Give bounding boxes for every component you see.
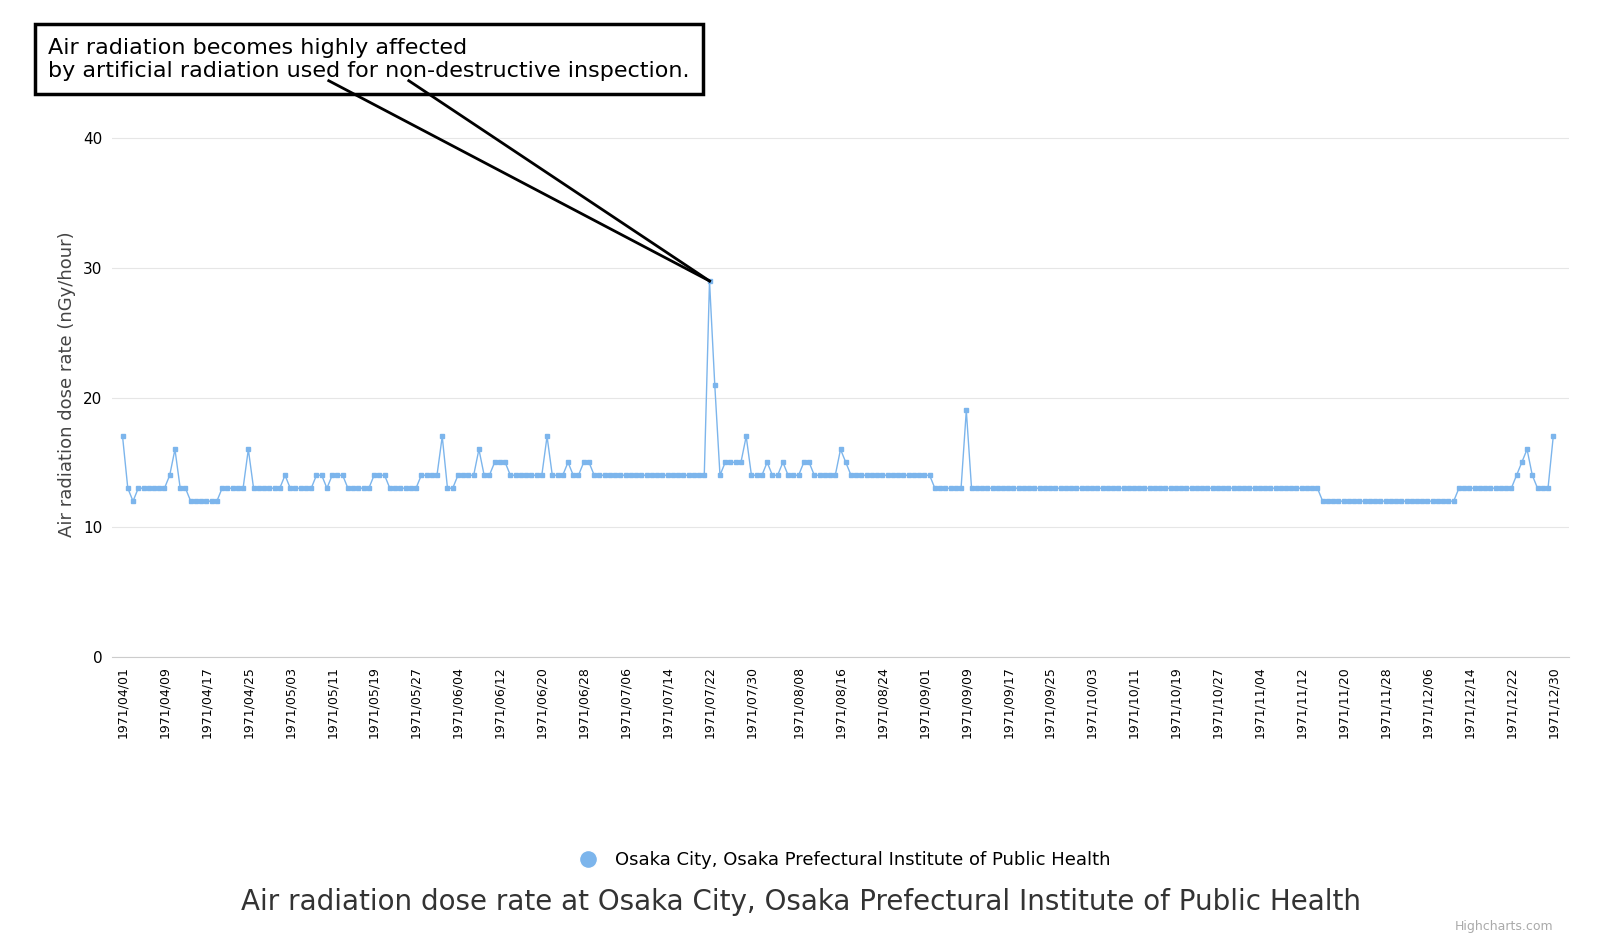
Text: Highcharts.com: Highcharts.com <box>1454 920 1553 933</box>
Y-axis label: Air radiation dose rate (nGy/hour): Air radiation dose rate (nGy/hour) <box>58 232 75 537</box>
Legend: Osaka City, Osaka Prefectural Institute of Public Health: Osaka City, Osaka Prefectural Institute … <box>564 843 1117 876</box>
Text: Air radiation becomes highly affected
by artificial radiation used for non-destr: Air radiation becomes highly affected by… <box>48 38 690 81</box>
Text: Air radiation dose rate at Osaka City, Osaka Prefectural Institute of Public Hea: Air radiation dose rate at Osaka City, O… <box>240 888 1361 915</box>
